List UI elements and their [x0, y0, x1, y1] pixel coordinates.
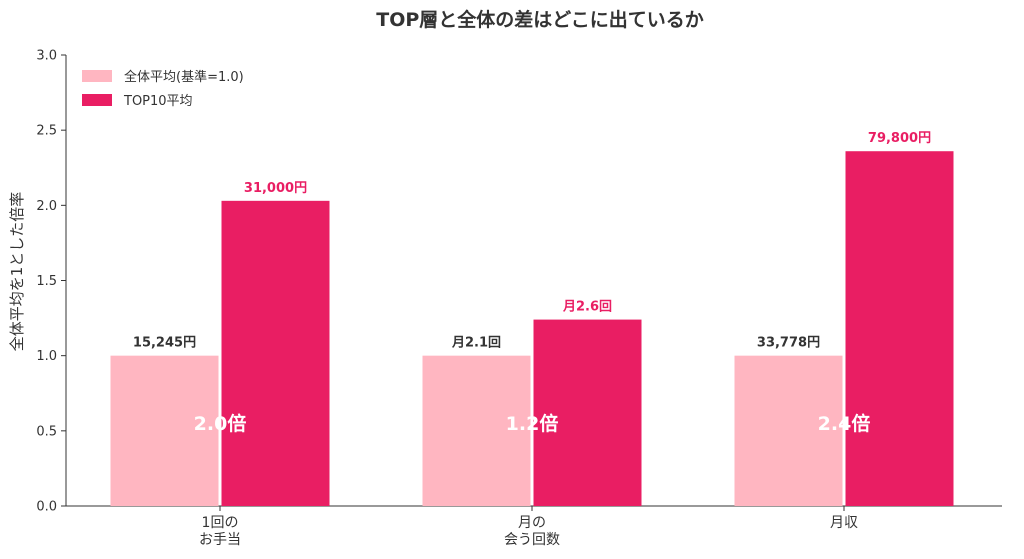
y-tick-label: 1.5 — [36, 274, 57, 289]
bar-top10 — [533, 319, 642, 506]
x-tick-label: 月の — [518, 515, 546, 531]
legend-swatch — [82, 94, 112, 106]
chart-title: TOP層と全体の差はどこに出ているか — [376, 8, 703, 31]
multiplier-label: 1.2倍 — [506, 412, 559, 435]
bar-top10 — [845, 151, 954, 507]
bar-value-label: 79,800円 — [868, 131, 931, 146]
bar-baseline — [734, 355, 843, 506]
bar-value-label: 月2.6回 — [562, 300, 612, 315]
x-tick-label: 1回の — [202, 515, 239, 531]
bar-value-label: 月2.1回 — [451, 336, 501, 351]
y-tick-label: 1.0 — [36, 349, 57, 364]
y-tick-label: 2.5 — [36, 124, 57, 139]
y-axis-label: 全体平均を1とした倍率 — [8, 192, 26, 352]
bar-value-label: 33,778円 — [757, 336, 820, 351]
legend-label: 全体平均(基準=1.0) — [124, 69, 244, 85]
x-tick-label: お手当 — [199, 532, 241, 548]
bar-baseline — [422, 355, 531, 506]
multiplier-label: 2.4倍 — [818, 412, 871, 435]
x-tick-label: 月収 — [830, 515, 858, 531]
bar-top10 — [221, 200, 330, 506]
y-tick-label: 3.0 — [36, 49, 57, 64]
bar-value-label: 31,000円 — [244, 181, 307, 196]
legend-label: TOP10平均 — [123, 94, 193, 109]
y-tick-label: 2.0 — [36, 199, 57, 214]
y-tick-label: 0.0 — [36, 500, 57, 515]
multiplier-label: 2.0倍 — [194, 412, 247, 435]
x-tick-label: 会う回数 — [504, 532, 560, 548]
bar-value-label: 15,245円 — [133, 336, 196, 351]
y-tick-label: 0.5 — [36, 424, 57, 439]
bar-baseline — [110, 355, 219, 506]
legend-swatch — [82, 70, 112, 82]
